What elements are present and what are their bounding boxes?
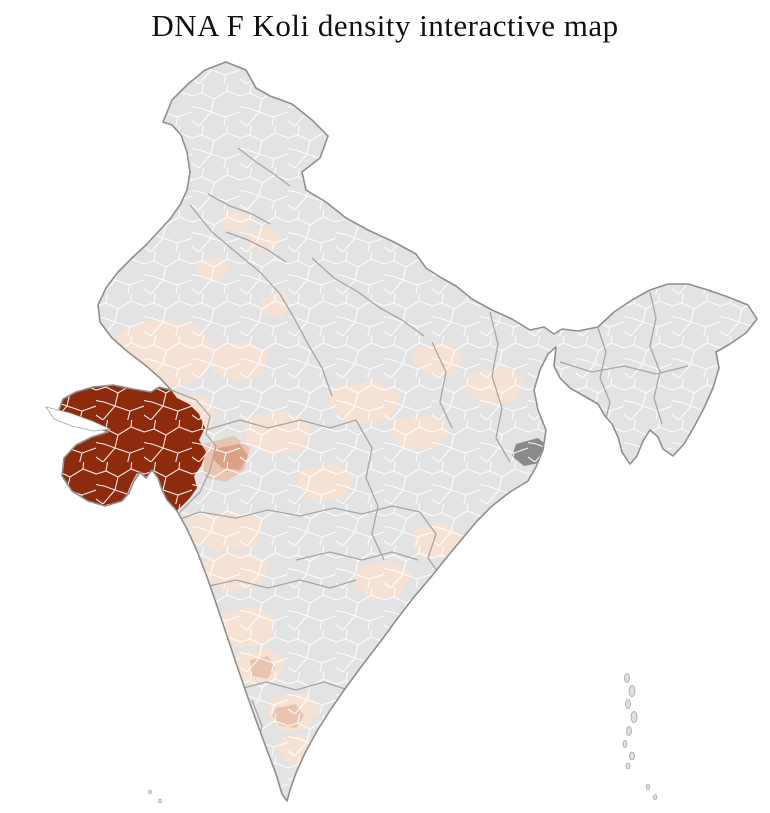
andaman-island[interactable]: [622, 740, 628, 748]
state-borders: [165, 147, 689, 777]
andaman-island[interactable]: [626, 726, 632, 736]
islands[interactable]: [148, 673, 658, 804]
nicobar-island[interactable]: [645, 784, 651, 790]
gulf-of-kutch-inlet: [45, 406, 112, 432]
andaman-island[interactable]: [628, 685, 636, 697]
nicobar-island[interactable]: [652, 794, 658, 800]
andaman-island[interactable]: [630, 711, 638, 723]
country-outline: [58, 61, 758, 802]
andaman-island[interactable]: [625, 699, 631, 709]
lakshadweep-island[interactable]: [158, 798, 162, 804]
lakshadweep-island[interactable]: [148, 789, 152, 795]
andaman-island[interactable]: [624, 673, 630, 683]
andaman-island[interactable]: [625, 762, 631, 770]
page-title: DNA F Koli density interactive map: [151, 8, 619, 43]
andaman-island[interactable]: [629, 751, 635, 761]
